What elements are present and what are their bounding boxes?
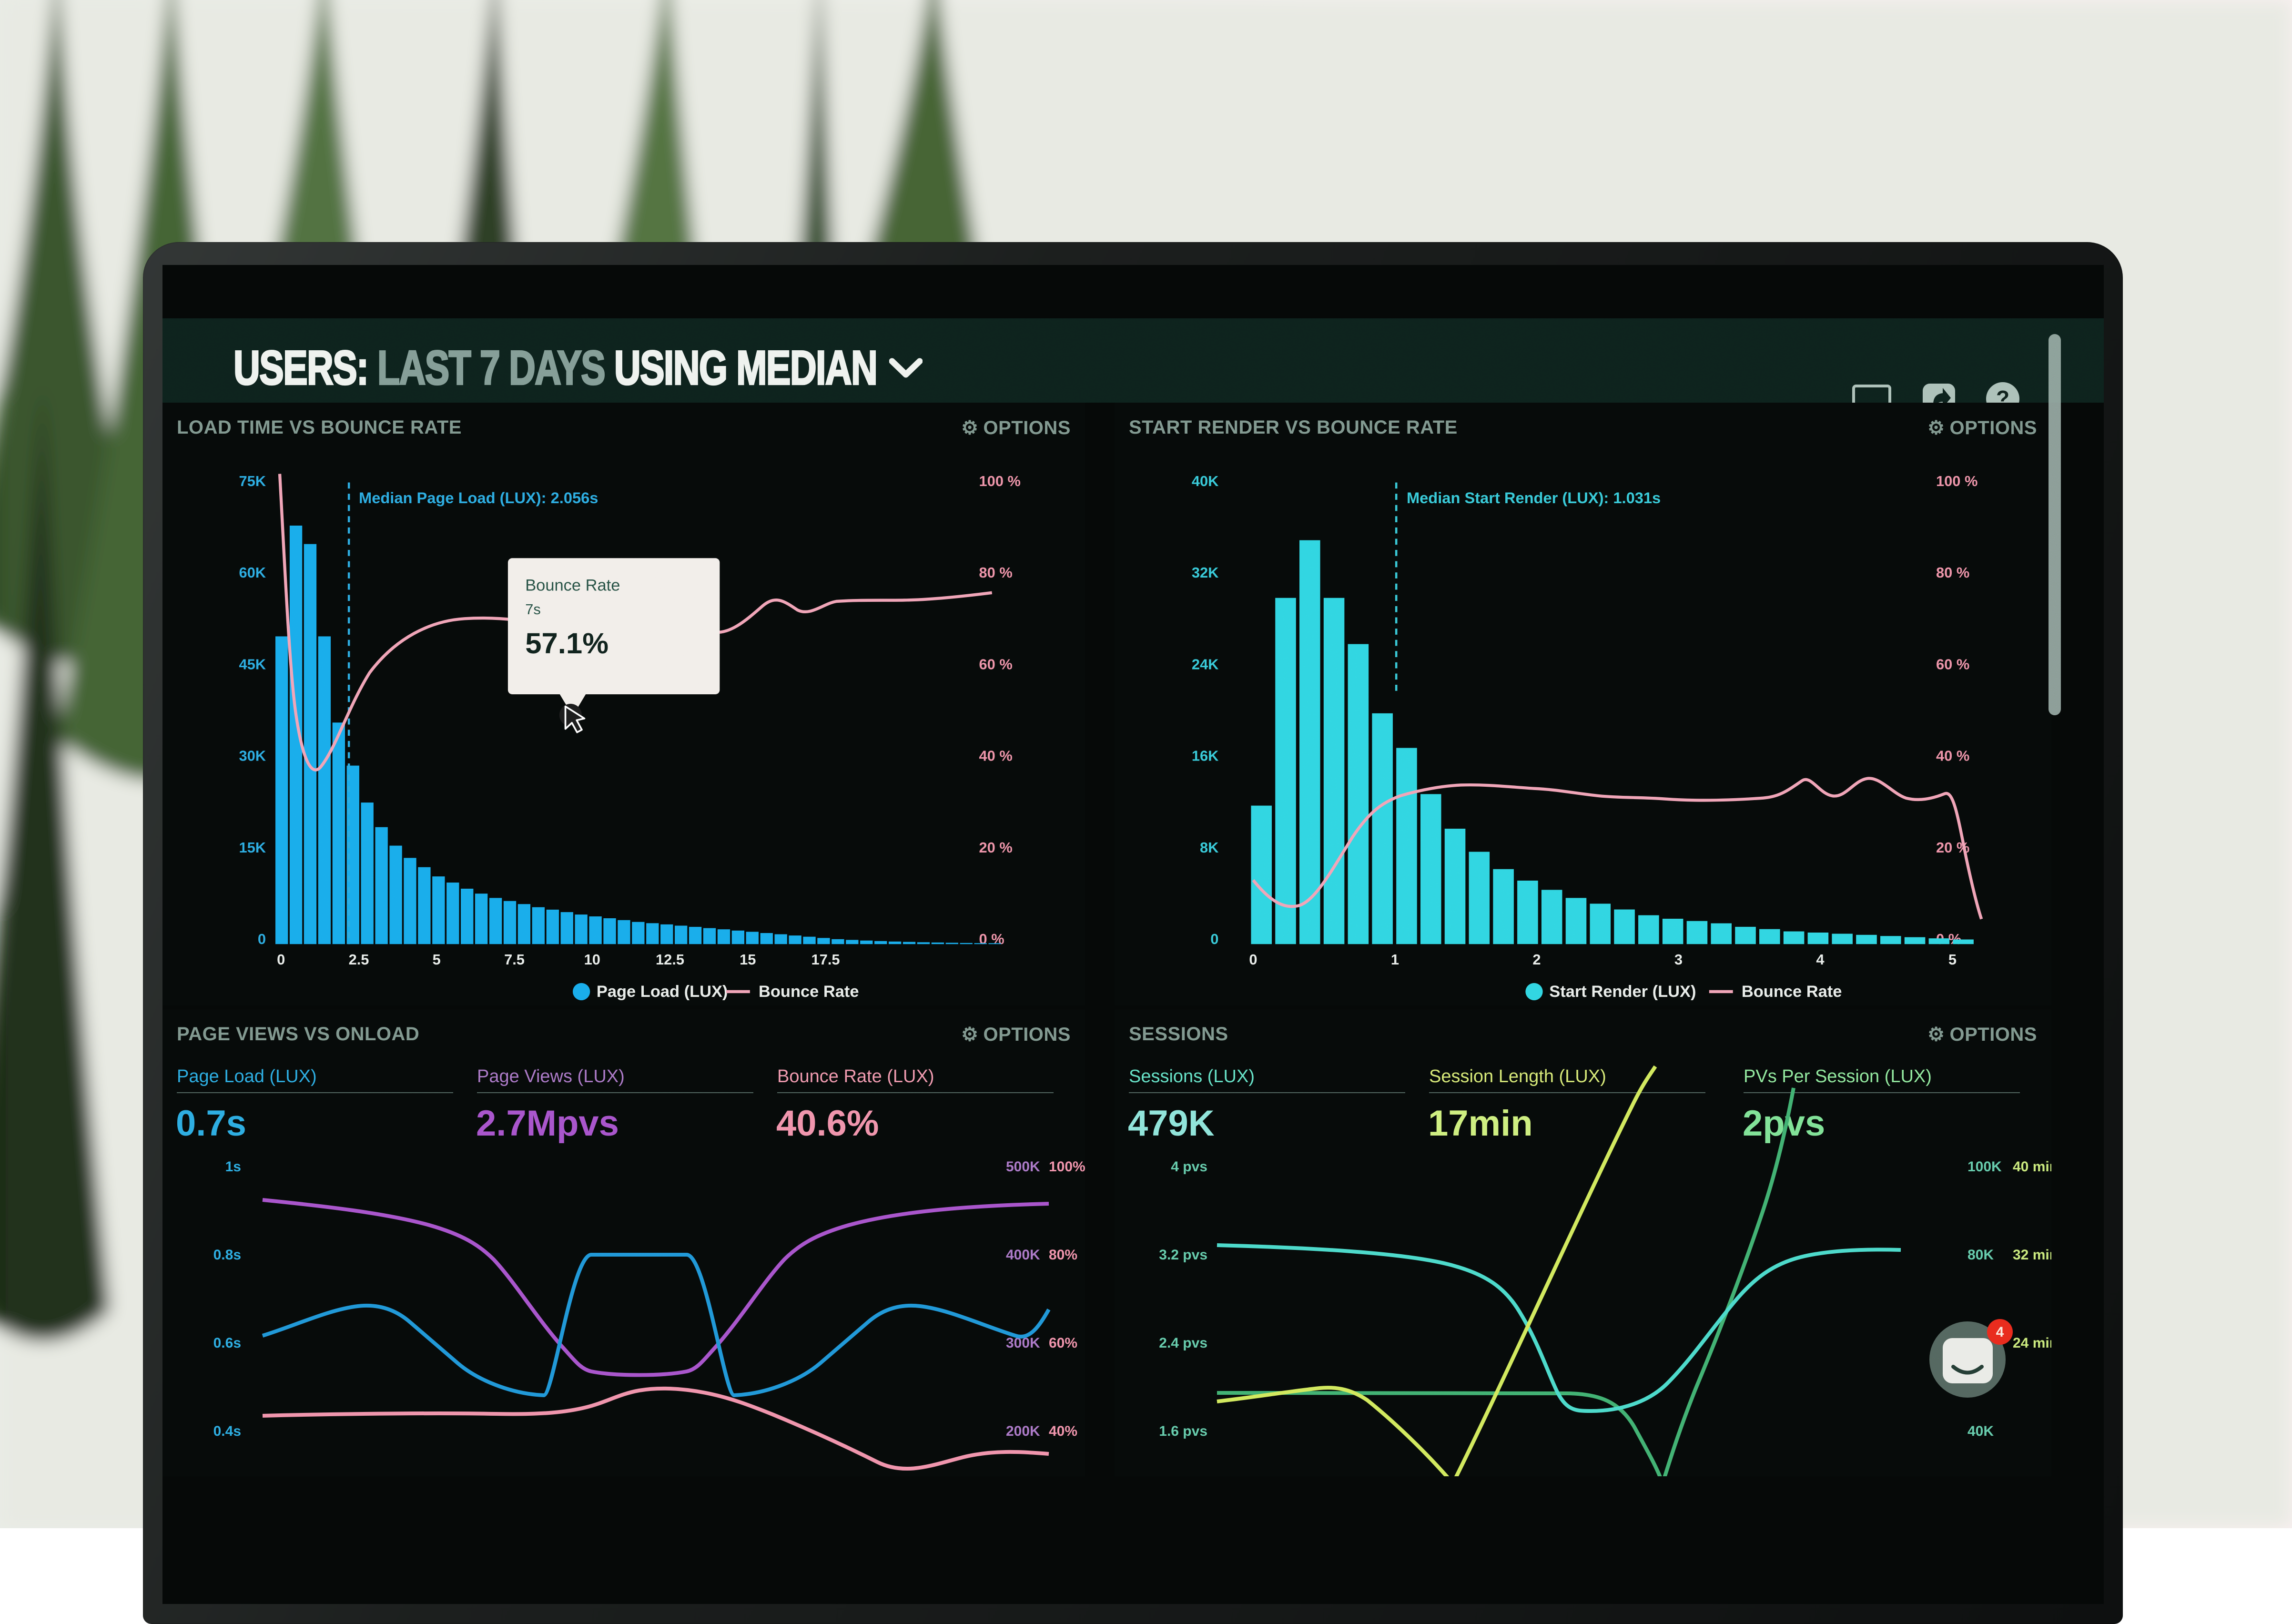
svg-text:8K: 8K [1200, 839, 1218, 856]
svg-text:10: 10 [584, 951, 600, 968]
svg-text:0: 0 [258, 931, 266, 947]
svg-text:Page Load (LUX): Page Load (LUX) [177, 1066, 317, 1086]
svg-text:15K: 15K [239, 839, 266, 856]
svg-text:0: 0 [277, 951, 285, 968]
svg-text:0.7s: 0.7s [176, 1103, 246, 1144]
svg-text:Bounce Rate: Bounce Rate [1742, 983, 1842, 1001]
svg-text:80 %: 80 % [979, 564, 1013, 581]
svg-text:40 %: 40 % [979, 748, 1013, 764]
svg-text:7s: 7s [525, 601, 541, 618]
svg-text:75K: 75K [239, 473, 266, 489]
svg-text:80 %: 80 % [1936, 564, 1969, 581]
svg-text:2.4 pvs: 2.4 pvs [1159, 1335, 1207, 1351]
svg-text:100%: 100% [1049, 1159, 1085, 1175]
svg-text:2.7Mpvs: 2.7Mpvs [476, 1103, 619, 1144]
svg-text:1.6 pvs: 1.6 pvs [1159, 1423, 1207, 1439]
svg-text:5: 5 [1948, 951, 1957, 968]
svg-text:0 %: 0 % [979, 931, 1004, 947]
svg-text:Session Length (LUX): Session Length (LUX) [1429, 1066, 1606, 1086]
svg-text:3.2 pvs: 3.2 pvs [1159, 1247, 1207, 1263]
svg-text:45K: 45K [239, 656, 266, 672]
svg-text:60K: 60K [239, 564, 266, 581]
svg-text:4: 4 [1816, 951, 1824, 968]
svg-text:0.6s: 0.6s [213, 1335, 241, 1351]
svg-text:2.5: 2.5 [349, 951, 369, 968]
svg-text:500K: 500K [1006, 1159, 1040, 1175]
svg-text:40 min: 40 min [2013, 1159, 2051, 1175]
svg-text:60%: 60% [1049, 1335, 1077, 1351]
svg-text:40.6%: 40.6% [776, 1103, 879, 1144]
svg-text:60 %: 60 % [1936, 656, 1969, 672]
svg-text:0: 0 [1210, 931, 1218, 947]
svg-text:1: 1 [1391, 951, 1399, 968]
svg-text:Median Page Load (LUX): 2.056s: Median Page Load (LUX): 2.056s [359, 489, 598, 507]
svg-text:32K: 32K [1192, 564, 1219, 581]
svg-text:PVs Per Session (LUX): PVs Per Session (LUX) [1744, 1066, 1932, 1086]
svg-text:200K: 200K [1006, 1423, 1040, 1439]
svg-text:0.8s: 0.8s [213, 1247, 241, 1263]
svg-text:40K: 40K [1967, 1423, 1994, 1439]
svg-text:Bounce Rate (LUX): Bounce Rate (LUX) [777, 1066, 934, 1086]
svg-text:5: 5 [433, 951, 441, 968]
svg-text:40K: 40K [1192, 473, 1219, 489]
svg-text:16K: 16K [1192, 748, 1219, 764]
svg-text:60 %: 60 % [979, 656, 1013, 672]
svg-text:100K: 100K [1967, 1159, 2002, 1175]
svg-text:40%: 40% [1049, 1423, 1077, 1439]
svg-text:17.5: 17.5 [811, 951, 840, 968]
svg-text:3: 3 [1674, 951, 1683, 968]
svg-text:20 %: 20 % [979, 839, 1013, 856]
svg-text:Median Start Render (LUX): 1.0: Median Start Render (LUX): 1.031s [1407, 489, 1661, 507]
svg-text:479K: 479K [1128, 1103, 1215, 1144]
svg-text:80K: 80K [1967, 1247, 1994, 1263]
svg-text:100 %: 100 % [1936, 473, 1978, 489]
svg-text:32 min: 32 min [2013, 1247, 2051, 1263]
svg-text:0: 0 [1249, 951, 1257, 968]
svg-text:17min: 17min [1428, 1103, 1533, 1144]
svg-text:Page Views (LUX): Page Views (LUX) [477, 1066, 625, 1086]
svg-text:Bounce Rate: Bounce Rate [525, 576, 620, 594]
svg-text:1s: 1s [225, 1159, 241, 1175]
svg-text:40 %: 40 % [1936, 748, 1969, 764]
svg-text:Start Render (LUX): Start Render (LUX) [1549, 983, 1696, 1001]
svg-text:80%: 80% [1049, 1247, 1077, 1263]
svg-text:2: 2 [1532, 951, 1541, 968]
svg-text:24K: 24K [1192, 656, 1219, 672]
svg-text:0.4s: 0.4s [213, 1423, 241, 1439]
svg-text:15: 15 [740, 951, 756, 968]
svg-text:4: 4 [1996, 1324, 2004, 1340]
svg-text:Bounce Rate: Bounce Rate [759, 983, 859, 1001]
svg-text:24 min: 24 min [2013, 1335, 2051, 1351]
svg-text:4 pvs: 4 pvs [1171, 1159, 1207, 1175]
svg-text:Page Load (LUX): Page Load (LUX) [597, 983, 728, 1001]
svg-text:Sessions (LUX): Sessions (LUX) [1129, 1066, 1255, 1086]
svg-text:400K: 400K [1006, 1247, 1040, 1263]
svg-text:100 %: 100 % [979, 473, 1021, 489]
svg-text:57.1%: 57.1% [525, 627, 608, 660]
svg-text:12.5: 12.5 [656, 951, 684, 968]
svg-text:30K: 30K [239, 748, 266, 764]
svg-text:7.5: 7.5 [504, 951, 525, 968]
